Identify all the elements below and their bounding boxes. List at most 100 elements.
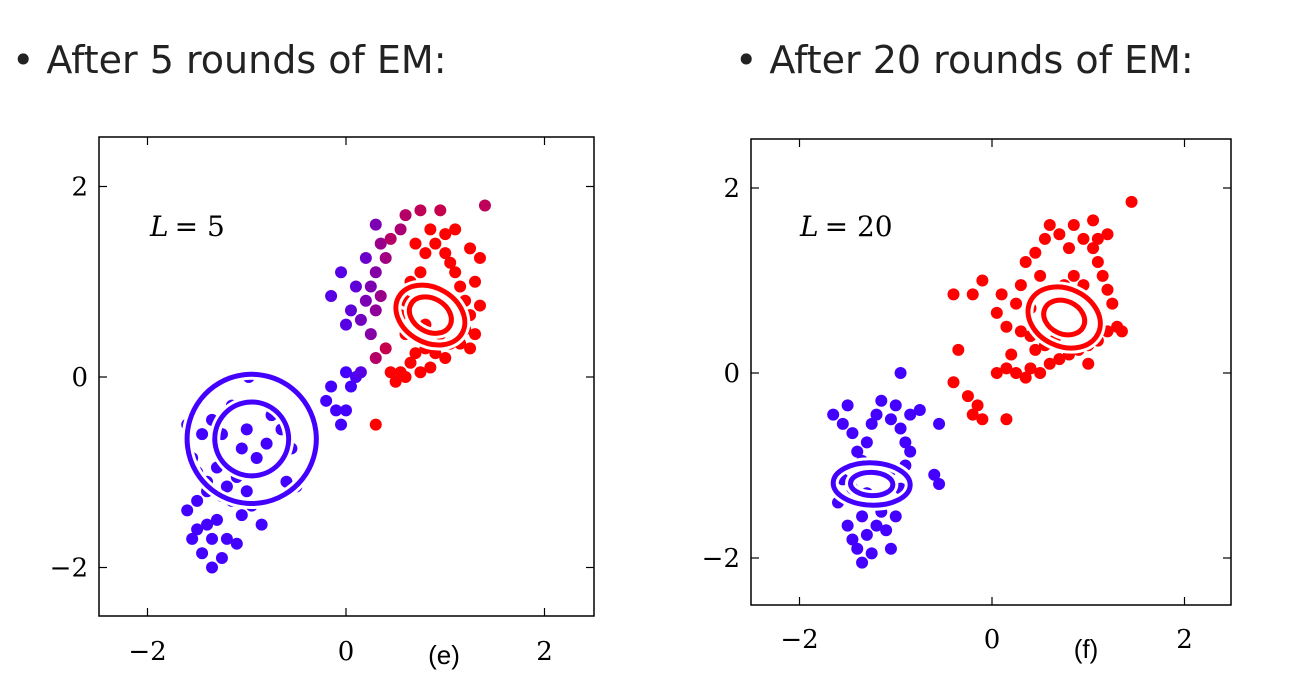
data-point bbox=[976, 413, 989, 426]
data-point bbox=[1010, 367, 1023, 379]
data-point bbox=[1091, 232, 1104, 245]
data-point bbox=[1077, 232, 1090, 245]
data-point bbox=[206, 532, 219, 545]
data-point bbox=[240, 423, 253, 436]
data-point bbox=[904, 445, 917, 458]
heading-left-text: After 5 rounds of EM: bbox=[46, 38, 447, 82]
data-point bbox=[464, 342, 477, 355]
data-point bbox=[1096, 269, 1109, 282]
data-point bbox=[369, 218, 382, 231]
data-point bbox=[191, 523, 204, 536]
data-point bbox=[947, 288, 960, 301]
iteration-annotation: L = 5 bbox=[149, 210, 225, 243]
component-ellipse bbox=[393, 282, 468, 348]
data-point bbox=[364, 328, 377, 341]
data-point bbox=[865, 547, 878, 560]
data-point bbox=[478, 199, 491, 212]
data-point bbox=[904, 408, 917, 421]
data-point bbox=[201, 518, 214, 531]
y-tick-label: 2 bbox=[71, 173, 88, 203]
data-point bbox=[473, 251, 486, 264]
data-point bbox=[414, 204, 427, 217]
data-point bbox=[889, 399, 902, 412]
data-point bbox=[181, 504, 194, 517]
data-point bbox=[870, 408, 883, 421]
data-point bbox=[439, 247, 452, 260]
component-ellipse bbox=[212, 399, 292, 479]
data-point bbox=[354, 366, 367, 379]
data-point bbox=[1082, 357, 1095, 370]
data-point bbox=[952, 343, 965, 356]
data-point bbox=[369, 266, 382, 279]
data-point bbox=[1034, 269, 1047, 282]
data-point bbox=[434, 204, 447, 217]
data-point bbox=[884, 413, 897, 426]
data-point bbox=[961, 390, 974, 403]
data-point bbox=[870, 519, 883, 532]
data-point bbox=[827, 408, 840, 421]
data-point bbox=[1029, 343, 1042, 356]
data-point bbox=[235, 442, 248, 455]
data-point bbox=[374, 290, 387, 303]
data-point bbox=[424, 361, 437, 374]
component-ellipse bbox=[1025, 284, 1103, 351]
data-point bbox=[1106, 297, 1119, 310]
data-point bbox=[230, 537, 243, 550]
panel-label: (e) bbox=[428, 640, 460, 670]
data-point bbox=[966, 408, 979, 421]
data-point bbox=[454, 280, 467, 293]
data-point bbox=[196, 547, 209, 560]
data-point bbox=[1005, 348, 1018, 361]
data-point bbox=[846, 533, 859, 546]
data-point bbox=[995, 288, 1008, 301]
data-point bbox=[220, 480, 233, 493]
data-point bbox=[1000, 320, 1013, 333]
data-point bbox=[928, 468, 941, 481]
component-ellipse bbox=[848, 469, 896, 499]
data-point bbox=[990, 306, 1003, 319]
data-point bbox=[1087, 242, 1100, 255]
data-point bbox=[851, 445, 864, 458]
data-point bbox=[1038, 232, 1051, 245]
data-point bbox=[464, 242, 477, 255]
data-point bbox=[851, 542, 864, 555]
data-point bbox=[860, 528, 873, 541]
component-ellipse bbox=[406, 294, 454, 336]
data-point bbox=[473, 299, 486, 312]
data-point bbox=[933, 417, 946, 430]
data-point bbox=[1024, 362, 1037, 375]
data-point bbox=[220, 532, 233, 545]
data-point bbox=[444, 256, 457, 269]
data-point bbox=[880, 524, 893, 537]
data-point bbox=[325, 380, 338, 393]
data-point bbox=[424, 223, 437, 236]
data-point bbox=[1053, 353, 1066, 366]
y-tick-label: 0 bbox=[723, 359, 740, 389]
data-point bbox=[349, 280, 362, 293]
data-point bbox=[379, 342, 392, 355]
y-tick-label: 0 bbox=[71, 363, 88, 393]
x-tick-label: 2 bbox=[1176, 625, 1193, 655]
data-point bbox=[374, 237, 387, 250]
data-point bbox=[409, 347, 422, 360]
data-point bbox=[359, 294, 372, 307]
data-point bbox=[399, 371, 412, 383]
data-point bbox=[1014, 325, 1027, 338]
data-point bbox=[836, 417, 849, 430]
data-point bbox=[449, 223, 462, 236]
data-point bbox=[191, 494, 204, 507]
data-point bbox=[1029, 246, 1042, 259]
data-point bbox=[449, 266, 462, 279]
data-point bbox=[1115, 325, 1128, 338]
data-point bbox=[469, 328, 482, 341]
iteration-annotation: L = 20 bbox=[799, 210, 893, 243]
data-point bbox=[206, 561, 219, 574]
data-point bbox=[894, 367, 907, 379]
data-point bbox=[1067, 269, 1080, 282]
data-point bbox=[1125, 195, 1138, 208]
data-point bbox=[846, 427, 859, 440]
data-point bbox=[439, 351, 452, 364]
data-point bbox=[990, 367, 1003, 379]
plot-area bbox=[181, 199, 491, 574]
data-point bbox=[409, 237, 422, 250]
